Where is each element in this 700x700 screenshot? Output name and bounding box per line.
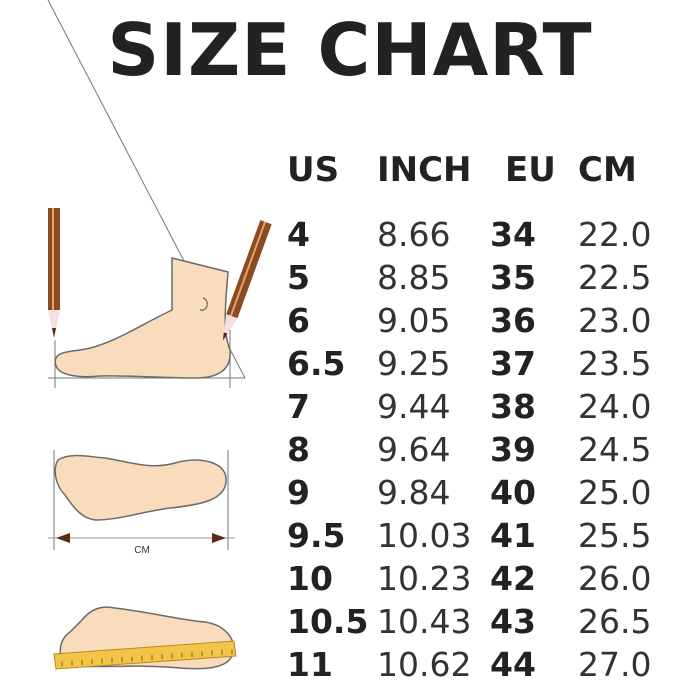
cell-cm: 26.5 bbox=[578, 602, 652, 641]
cell-cm: 27.0 bbox=[578, 645, 652, 684]
cell-cm: 23.0 bbox=[578, 301, 652, 340]
cell-inch: 9.64 bbox=[377, 430, 451, 469]
header-cm: CM bbox=[578, 150, 637, 190]
cell-cm: 24.5 bbox=[578, 430, 652, 469]
cell-us: 10 bbox=[287, 559, 333, 598]
cell-inch: 8.85 bbox=[377, 258, 451, 297]
cell-inch: 9.25 bbox=[377, 344, 451, 383]
cell-inch: 8.66 bbox=[377, 215, 451, 254]
cell-cm: 26.0 bbox=[578, 559, 652, 598]
cell-cm: 23.5 bbox=[578, 344, 652, 383]
top-foot-icon: CM bbox=[48, 450, 235, 556]
cell-eu: 44 bbox=[490, 645, 536, 684]
pencil-left-icon bbox=[48, 208, 60, 338]
cell-eu: 35 bbox=[490, 258, 536, 297]
cell-inch: 10.62 bbox=[377, 645, 472, 684]
cell-us: 10.5 bbox=[287, 602, 369, 641]
cell-eu: 36 bbox=[490, 301, 536, 340]
cell-eu: 43 bbox=[490, 602, 536, 641]
header-eu: EU bbox=[505, 150, 556, 190]
side-foot-icon bbox=[47, 0, 246, 388]
cell-inch: 10.23 bbox=[377, 559, 472, 598]
cell-cm: 25.5 bbox=[578, 516, 652, 555]
ruler-foot-icon bbox=[53, 606, 237, 670]
cell-eu: 38 bbox=[490, 387, 536, 426]
cell-eu: 37 bbox=[490, 344, 536, 383]
cell-us: 6.5 bbox=[287, 344, 346, 383]
cell-inch: 10.03 bbox=[377, 516, 472, 555]
pencil-right-icon bbox=[222, 220, 272, 341]
header-us: US bbox=[287, 150, 340, 190]
cell-us: 9 bbox=[287, 473, 310, 512]
foot-measure-illustration: CM bbox=[47, 0, 272, 670]
cell-inch: 10.43 bbox=[377, 602, 472, 641]
cell-inch: 9.05 bbox=[377, 301, 451, 340]
page-title: SIZE CHART bbox=[107, 8, 593, 92]
cell-inch: 9.84 bbox=[377, 473, 451, 512]
cell-cm: 22.0 bbox=[578, 215, 652, 254]
cell-cm: 24.0 bbox=[578, 387, 652, 426]
cell-us: 9.5 bbox=[287, 516, 346, 555]
cell-eu: 34 bbox=[490, 215, 536, 254]
cell-eu: 41 bbox=[490, 516, 536, 555]
cell-us: 7 bbox=[287, 387, 310, 426]
cell-cm: 22.5 bbox=[578, 258, 652, 297]
cell-eu: 40 bbox=[490, 473, 536, 512]
cell-eu: 42 bbox=[490, 559, 536, 598]
cell-us: 8 bbox=[287, 430, 310, 469]
cell-us: 11 bbox=[287, 645, 333, 684]
cm-label: CM bbox=[134, 545, 150, 556]
cell-eu: 39 bbox=[490, 430, 536, 469]
cell-us: 6 bbox=[287, 301, 310, 340]
cell-inch: 9.44 bbox=[377, 387, 451, 426]
cell-cm: 25.0 bbox=[578, 473, 652, 512]
cell-us: 4 bbox=[287, 215, 310, 254]
header-inch: INCH bbox=[377, 150, 472, 190]
cell-us: 5 bbox=[287, 258, 310, 297]
